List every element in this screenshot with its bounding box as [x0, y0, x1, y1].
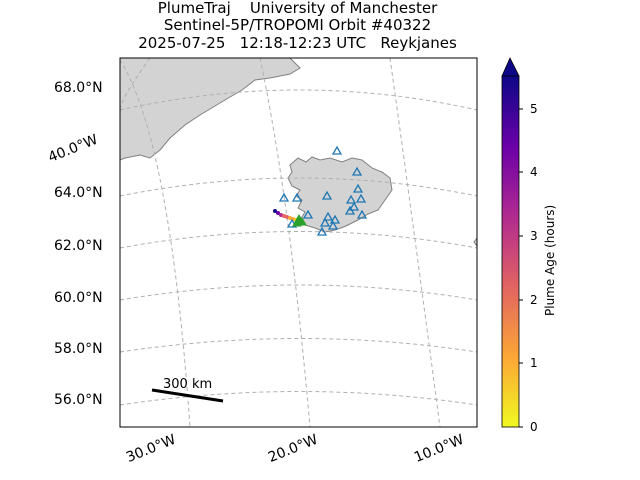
- title-line-1: PlumeTraj University of Manchester: [157, 0, 438, 17]
- scale-bar: [151, 388, 224, 403]
- scotland-landmass: [473, 237, 477, 247]
- graticule: [120, 58, 477, 427]
- colorbar: [501, 57, 523, 428]
- title-line-3: 2025-07-25 12:18-12:23 UTC Reykjanes: [138, 34, 457, 52]
- lat-label-56: 56.0°N: [54, 392, 103, 408]
- station-markers: [278, 145, 368, 236]
- scale-bar-label: 300 km: [163, 377, 213, 392]
- colorbar-tick-3: 3: [530, 229, 538, 243]
- colorbar-label: Plume Age (hours): [543, 204, 557, 316]
- title-line-2: Sentinel-5P/TROPOMI Orbit #40322: [163, 16, 432, 34]
- colorbar-extend-arrow: [501, 57, 520, 77]
- iceland-landmass: [287, 156, 393, 233]
- colorbar-tick-4: 4: [530, 165, 538, 179]
- lat-label-64: 64.0°N: [54, 185, 103, 201]
- colorbar-tick-5: 5: [530, 102, 538, 116]
- map-area: [120, 58, 477, 427]
- lat-label-62: 62.0°N: [54, 238, 103, 254]
- lat-label-58: 58.0°N: [54, 341, 103, 357]
- colorbar-tick-0: 0: [530, 420, 538, 434]
- greenland-landmass: [120, 58, 301, 161]
- lat-label-60: 60.0°N: [54, 290, 103, 306]
- colorbar-tick-2: 2: [530, 293, 538, 307]
- colorbar-tick-1: 1: [530, 356, 538, 370]
- lat-label-68: 68.0°N: [54, 80, 103, 96]
- vent-markers: [292, 213, 307, 227]
- map-frame: [119, 57, 478, 428]
